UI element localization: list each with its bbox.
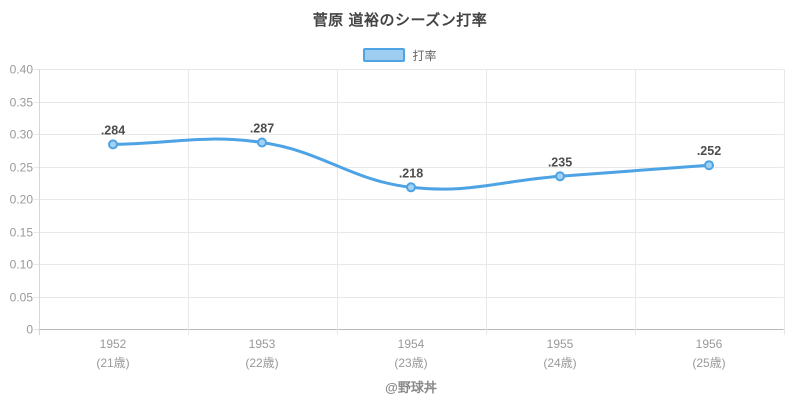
y-tick-label: 0.10 bbox=[10, 258, 34, 272]
series-line-batting-average bbox=[111, 137, 711, 191]
x-tick-age-label: (23歳) bbox=[394, 356, 427, 370]
x-tick-age-label: (21歳) bbox=[96, 356, 129, 370]
chart-legend[interactable]: 打率 bbox=[0, 46, 800, 64]
data-point[interactable] bbox=[257, 137, 267, 148]
y-tick-label: 0.15 bbox=[10, 226, 34, 240]
x-tick-year-label: 1954 bbox=[398, 337, 425, 351]
data-point-value-label: .252 bbox=[697, 144, 721, 158]
y-tick-label: 0.30 bbox=[10, 128, 34, 142]
credit-watermark: @野球丼 bbox=[385, 380, 437, 395]
legend-swatch-icon bbox=[363, 48, 406, 62]
data-point[interactable] bbox=[704, 160, 714, 171]
x-tick-age-label: (22歳) bbox=[245, 356, 278, 370]
x-tick-age-label: (25歳) bbox=[692, 356, 725, 370]
x-tick-year-label: 1953 bbox=[249, 337, 276, 351]
x-tick-year-label: 1955 bbox=[547, 337, 574, 351]
data-point-value-label: .284 bbox=[101, 123, 125, 137]
y-tick-label: 0.40 bbox=[10, 63, 34, 77]
legend-label: 打率 bbox=[412, 48, 437, 63]
y-tick-label: 0 bbox=[26, 323, 33, 337]
y-tick-label: 0.20 bbox=[10, 193, 34, 207]
data-point-value-label: .235 bbox=[548, 155, 572, 169]
data-point-value-label: .218 bbox=[399, 166, 423, 180]
x-tick-age-label: (24歳) bbox=[543, 356, 576, 370]
data-point[interactable] bbox=[555, 171, 565, 182]
y-tick-label: 0.05 bbox=[10, 291, 34, 305]
data-point[interactable] bbox=[406, 182, 416, 193]
y-tick-label: 0.25 bbox=[10, 161, 34, 175]
x-tick-year-label: 1952 bbox=[100, 337, 127, 351]
data-point-value-label: .287 bbox=[250, 122, 274, 136]
data-point[interactable] bbox=[108, 139, 118, 150]
x-tick-year-label: 1956 bbox=[696, 337, 723, 351]
y-tick-label: 0.35 bbox=[10, 96, 34, 110]
chart-title: 菅原 道裕のシーズン打率 bbox=[312, 12, 488, 29]
